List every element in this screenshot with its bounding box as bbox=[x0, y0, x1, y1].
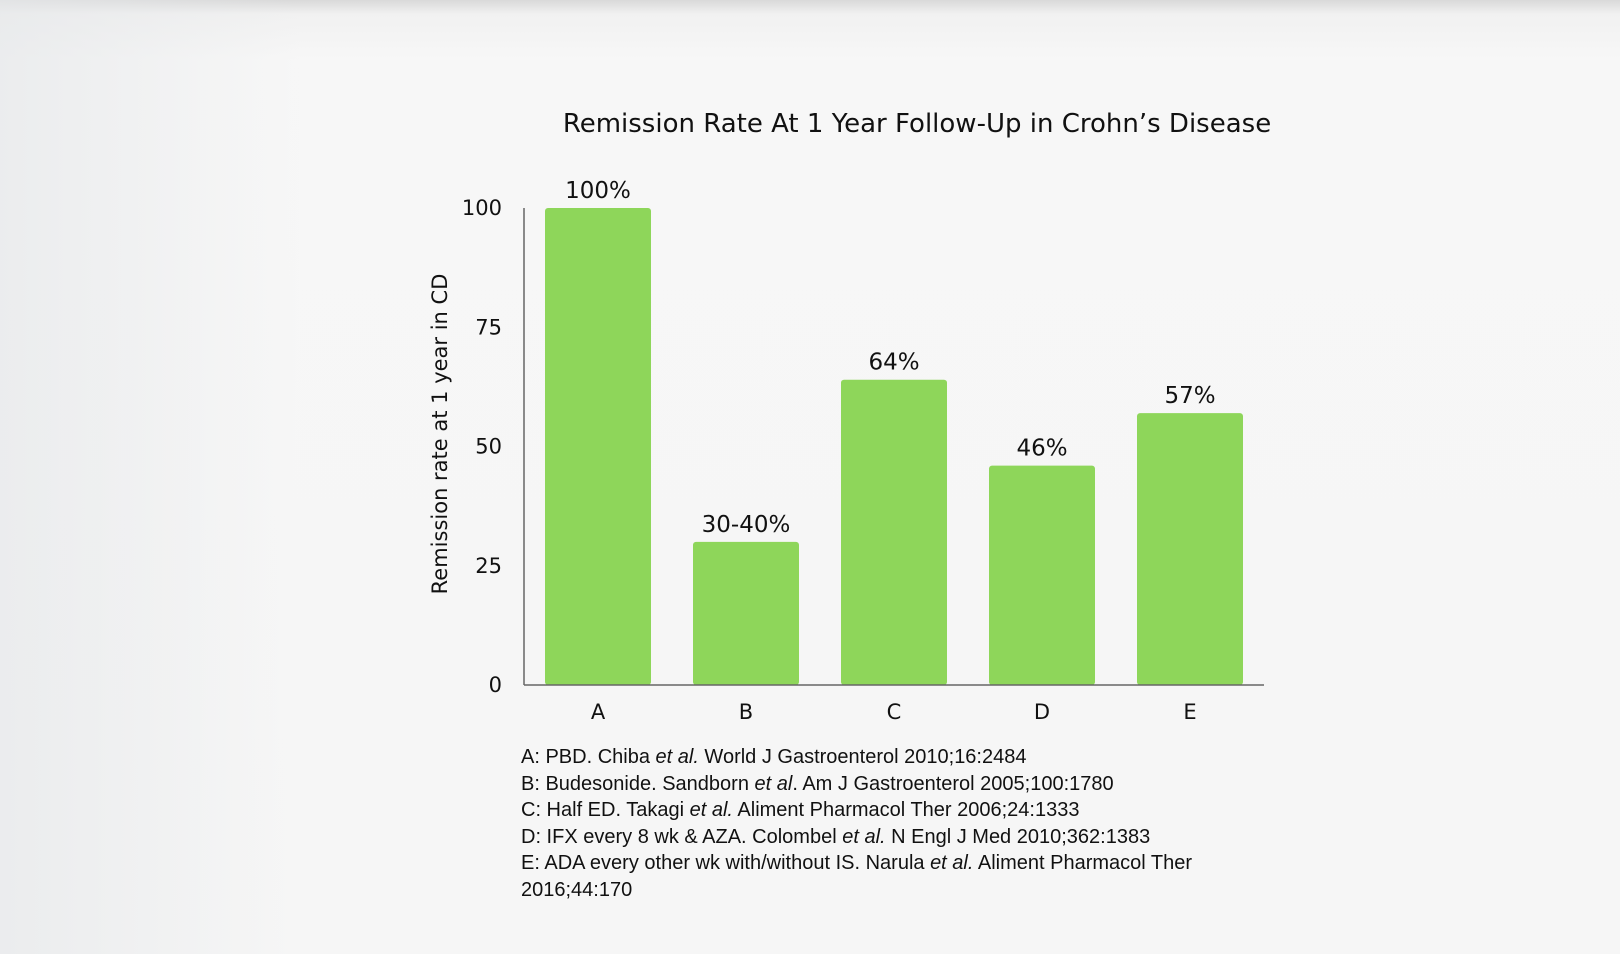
x-axis-ticks: A B C D E bbox=[591, 700, 1197, 724]
ref-citation: Aliment Pharmacol Ther 2016;44:170 bbox=[521, 852, 1193, 901]
y-axis-ticks: 0 25 50 75 100 bbox=[462, 196, 502, 697]
references: A: PBD. Chiba et al. World J Gastroenter… bbox=[521, 744, 1281, 903]
x-tick-label-a: A bbox=[591, 700, 606, 724]
ref-text: C: Half ED. Takagi bbox=[521, 799, 690, 821]
value-label-e: 57% bbox=[1164, 383, 1215, 409]
bar-c bbox=[841, 379, 947, 685]
bar-e bbox=[1137, 413, 1243, 685]
y-tick-label: 50 bbox=[475, 435, 502, 459]
ref-citation: N Engl J Med 2010;362:1383 bbox=[885, 825, 1151, 848]
y-axis-label: Remission rate at 1 year in CD bbox=[428, 274, 452, 595]
ref-etal: et al. bbox=[930, 852, 974, 874]
chart-title: Remission Rate At 1 Year Follow-Up in Cr… bbox=[563, 109, 1271, 139]
ref-citation: . Am J Gastroenterol 2005;100:1780 bbox=[792, 772, 1114, 795]
x-tick-label-e: E bbox=[1183, 700, 1196, 724]
ref-text: B: Budesonide. Sandborn bbox=[521, 772, 755, 795]
value-label-d: 46% bbox=[1016, 436, 1067, 462]
bar-d bbox=[989, 465, 1095, 685]
reference-d: D: IFX every 8 wk & AZA. Colombel et al.… bbox=[521, 824, 1281, 851]
ref-etal: et al. bbox=[689, 799, 733, 821]
reference-a: A: PBD. Chiba et al. World J Gastroenter… bbox=[521, 744, 1281, 771]
y-tick-label: 100 bbox=[462, 196, 502, 220]
ref-etal: et al. bbox=[842, 825, 886, 848]
y-tick-label: 25 bbox=[475, 554, 502, 578]
reference-b: B: Budesonide. Sandborn et al. Am J Gast… bbox=[521, 771, 1281, 798]
slide-shade bbox=[0, 0, 300, 954]
bar-a bbox=[545, 208, 651, 685]
ref-citation: Aliment Pharmacol Ther 2006;24:1333 bbox=[732, 799, 1080, 821]
value-label-b: 30-40% bbox=[702, 512, 791, 538]
x-tick-label-d: D bbox=[1034, 700, 1050, 724]
x-tick-label-c: C bbox=[887, 700, 902, 724]
value-labels: 100% 30-40% 64% 46% 57% bbox=[565, 178, 1215, 538]
x-tick-label-b: B bbox=[739, 700, 753, 724]
bars bbox=[545, 208, 1243, 685]
y-tick-label: 75 bbox=[475, 315, 502, 339]
ref-etal: et al bbox=[754, 772, 793, 795]
ref-etal: et al. bbox=[655, 746, 699, 768]
y-tick-label: 0 bbox=[489, 673, 502, 697]
value-label-c: 64% bbox=[868, 350, 919, 376]
reference-e: E: ADA every other wk with/without IS. N… bbox=[521, 850, 1281, 903]
ref-text: D: IFX every 8 wk & AZA. Colombel bbox=[521, 825, 843, 848]
bar-b bbox=[693, 541, 799, 685]
ref-text: E: ADA every other wk with/without IS. N… bbox=[521, 852, 931, 874]
ref-citation: World J Gastroenterol 2010;16:2484 bbox=[698, 746, 1027, 768]
value-label-a: 100% bbox=[565, 178, 631, 204]
ref-text: A: PBD. Chiba bbox=[521, 746, 656, 768]
reference-c: C: Half ED. Takagi et al. Aliment Pharma… bbox=[521, 797, 1281, 824]
